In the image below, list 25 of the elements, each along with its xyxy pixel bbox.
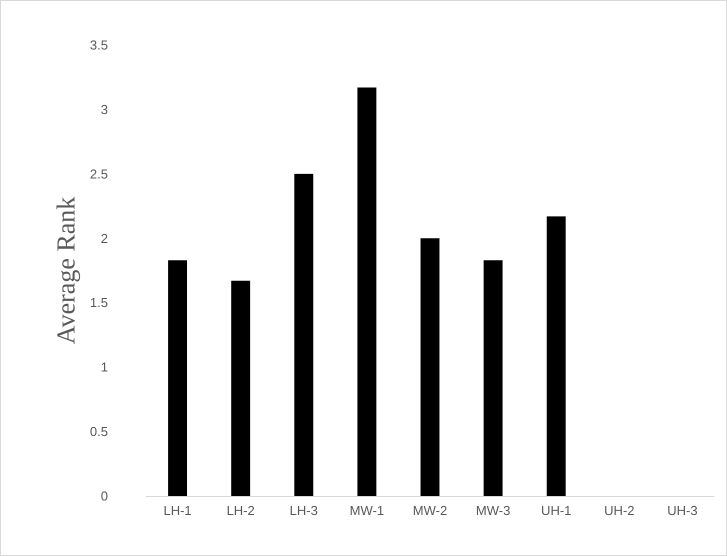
x-tick-label: UH-3	[667, 503, 698, 518]
y-tick-label: 1	[100, 360, 108, 375]
y-tick-label: 2	[100, 230, 108, 246]
y-axis-title: Average Rank	[52, 196, 81, 344]
y-tick-label: 0.5	[90, 424, 108, 440]
y-tick-label: 2.5	[90, 166, 108, 182]
x-tick-label: UH-2	[604, 503, 635, 518]
bar	[357, 88, 376, 496]
x-tick-label: UH-1	[541, 503, 572, 518]
bar	[420, 238, 440, 496]
x-tick-label: LH-2	[226, 503, 255, 518]
bar	[231, 280, 250, 496]
y-tick-label: 3	[100, 102, 108, 117]
x-tick-label: LH-3	[290, 503, 318, 518]
y-tick-label: 3.5	[90, 38, 108, 52]
bar	[168, 260, 188, 496]
x-tick-label: MW-2	[412, 503, 448, 518]
x-tick-label: LH-1	[163, 503, 192, 518]
x-tick-label: MW-1	[350, 503, 384, 518]
y-tick-label: 1.5	[90, 295, 108, 310]
bar	[484, 260, 503, 496]
bar	[294, 174, 314, 496]
bar	[546, 216, 566, 496]
y-tick-label: 0	[100, 488, 108, 504]
x-tick-label: MW-3	[476, 503, 510, 518]
